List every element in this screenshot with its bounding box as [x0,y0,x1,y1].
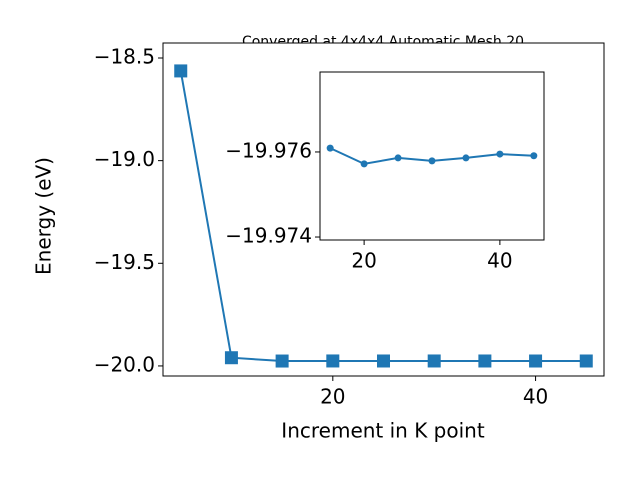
marker [377,354,390,368]
marker [224,351,238,365]
marker [174,64,188,78]
y-tick-label: −19.0 [94,147,155,171]
marker [529,354,543,368]
marker [496,150,504,158]
marker [530,152,538,160]
x-tick-label: 40 [487,249,512,273]
marker [478,354,492,368]
marker [394,154,402,162]
y-axis-label: Energy (eV) [32,157,56,275]
x-tick-label: 20 [320,385,345,409]
marker [428,157,436,165]
y-tick-label: −18.5 [94,44,155,68]
plot-area [319,71,545,241]
y-tick-label: −19.5 [94,250,155,274]
x-tick-label: 20 [351,249,376,273]
marker [326,144,334,152]
y-tick-label: −20.0 [94,352,155,376]
marker [360,160,368,168]
y-tick-label: −19.976 [225,138,312,162]
marker [326,354,340,368]
marker [427,354,441,368]
marker [275,354,289,368]
x-axis-label: Increment in K point [281,419,485,443]
y-tick-label: −19.974 [225,224,312,248]
marker [462,154,470,162]
x-tick-label: 40 [523,385,548,409]
marker [579,354,593,368]
